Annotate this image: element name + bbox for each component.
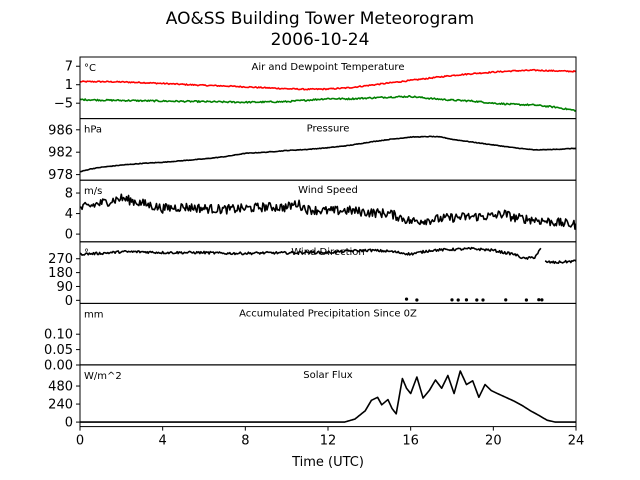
precipitation-ytick-label: 0.05 bbox=[44, 343, 73, 358]
precipitation-panel-title: Accumulated Precipitation Since 0Z bbox=[239, 308, 417, 319]
wind_direction-scatter-point bbox=[464, 298, 469, 302]
wind_direction-scatter-point bbox=[504, 298, 508, 302]
wind_direction-series-1-line bbox=[544, 259, 576, 265]
solar-panel-title: Solar Flux bbox=[303, 370, 353, 381]
wind_direction-scatter-point bbox=[481, 298, 485, 302]
x-axis-label: Time (UTC) bbox=[291, 455, 364, 470]
solar-ytick-label: 480 bbox=[48, 380, 73, 395]
x-tick-label: 16 bbox=[402, 434, 419, 449]
solar-unit-label: W/m^2 bbox=[84, 371, 122, 382]
wind_speed-series-0-line bbox=[80, 193, 576, 230]
temperature-series-group bbox=[80, 68, 576, 112]
wind_direction-scatter-point bbox=[456, 298, 460, 302]
temperature-panel-title: Air and Dewpoint Temperature bbox=[252, 62, 405, 73]
figure-subtitle: 2006-10-24 bbox=[271, 30, 370, 50]
panel-precipitation: 0.100.050.00 mm Accumulated Precipitation … bbox=[44, 302, 577, 374]
solar-ytick-label: 240 bbox=[48, 398, 73, 413]
pressure-unit-label: hPa bbox=[84, 125, 102, 136]
pressure-ytick-label: 986 bbox=[48, 123, 73, 138]
wind_direction-ytick-label: 270 bbox=[48, 252, 73, 267]
wind_speed-ytick-label: 0 bbox=[65, 228, 73, 243]
solar-series-0-line bbox=[80, 370, 576, 423]
panel-temperature: 7 1 −5 °C Air and Dewpoint Temperature bbox=[54, 56, 577, 120]
wind_speed-panel-title: Wind Speed bbox=[298, 185, 358, 196]
wind_direction-scatter-point bbox=[524, 298, 529, 302]
wind_direction-unit-label: ° bbox=[84, 248, 89, 259]
solar-series-group bbox=[80, 370, 576, 423]
x-tick-label: 8 bbox=[241, 434, 249, 449]
pressure-ytick-label: 978 bbox=[48, 168, 73, 183]
x-tick-label: 4 bbox=[159, 434, 167, 449]
wind_direction-series-group bbox=[80, 246, 576, 302]
wind_direction-ytick-label: 90 bbox=[56, 280, 73, 295]
wind_speed-unit-label: m/s bbox=[84, 186, 102, 197]
x-tick-label: 20 bbox=[485, 434, 502, 449]
wind_speed-ytick-label: 4 bbox=[65, 207, 73, 222]
wind_direction-scatter-point bbox=[540, 298, 544, 302]
wind_speed-series-group bbox=[80, 193, 576, 230]
wind_direction-scatter-point bbox=[475, 298, 479, 302]
wind_speed-ytick-label: 8 bbox=[65, 187, 73, 202]
temperature-ytick-label: 1 bbox=[65, 78, 73, 93]
x-tick-label: 24 bbox=[568, 434, 585, 449]
wind_direction-scatter-point bbox=[537, 298, 541, 302]
wind_direction-panel-title: Wind Direction bbox=[291, 247, 365, 258]
precipitation-ytick-label: 0.00 bbox=[44, 359, 73, 374]
panels-group: 7 1 −5 °C Air and Dewpoint Temperature 986 982… bbox=[44, 56, 577, 431]
wind_direction-series-0-line bbox=[80, 246, 542, 260]
wind_direction-scatter-point bbox=[450, 298, 454, 302]
precipitation-ytick-label: 0.10 bbox=[44, 328, 73, 343]
panel-wind_speed: 8 4 0 m/s Wind Speed bbox=[65, 179, 577, 243]
pressure-series-group bbox=[80, 135, 576, 173]
wind_direction-ytick-label: 0 bbox=[65, 294, 73, 309]
x-axis: 0 4 8 12 16 20 24 bbox=[76, 426, 585, 449]
panel-solar: 480 240 0 W/m^2 Solar Flux bbox=[48, 364, 577, 431]
precipitation-unit-label: mm bbox=[84, 309, 103, 320]
x-tick-label: 0 bbox=[76, 434, 84, 449]
temperature-unit-label: °C bbox=[84, 63, 96, 74]
temperature-series-1-line bbox=[80, 95, 576, 112]
figure-title: AO&SS Building Tower Meteorogram bbox=[166, 9, 474, 29]
wind_direction-ytick-label: 180 bbox=[48, 266, 73, 281]
temperature-ytick-label: 7 bbox=[65, 60, 73, 75]
solar-ytick-label: 0 bbox=[65, 416, 73, 431]
temperature-series-0-line bbox=[80, 68, 576, 91]
pressure-ytick-label: 982 bbox=[48, 146, 73, 161]
pressure-panel-title: Pressure bbox=[307, 124, 350, 135]
temperature-ytick-label: −5 bbox=[54, 97, 73, 112]
pressure-series-0-line bbox=[80, 135, 576, 173]
wind_direction-scatter-point bbox=[415, 298, 419, 302]
wind_direction-scatter-point bbox=[404, 297, 409, 301]
panel-pressure: 986 982 978 hPa Pressure bbox=[48, 118, 577, 183]
x-tick-label: 12 bbox=[320, 434, 337, 449]
